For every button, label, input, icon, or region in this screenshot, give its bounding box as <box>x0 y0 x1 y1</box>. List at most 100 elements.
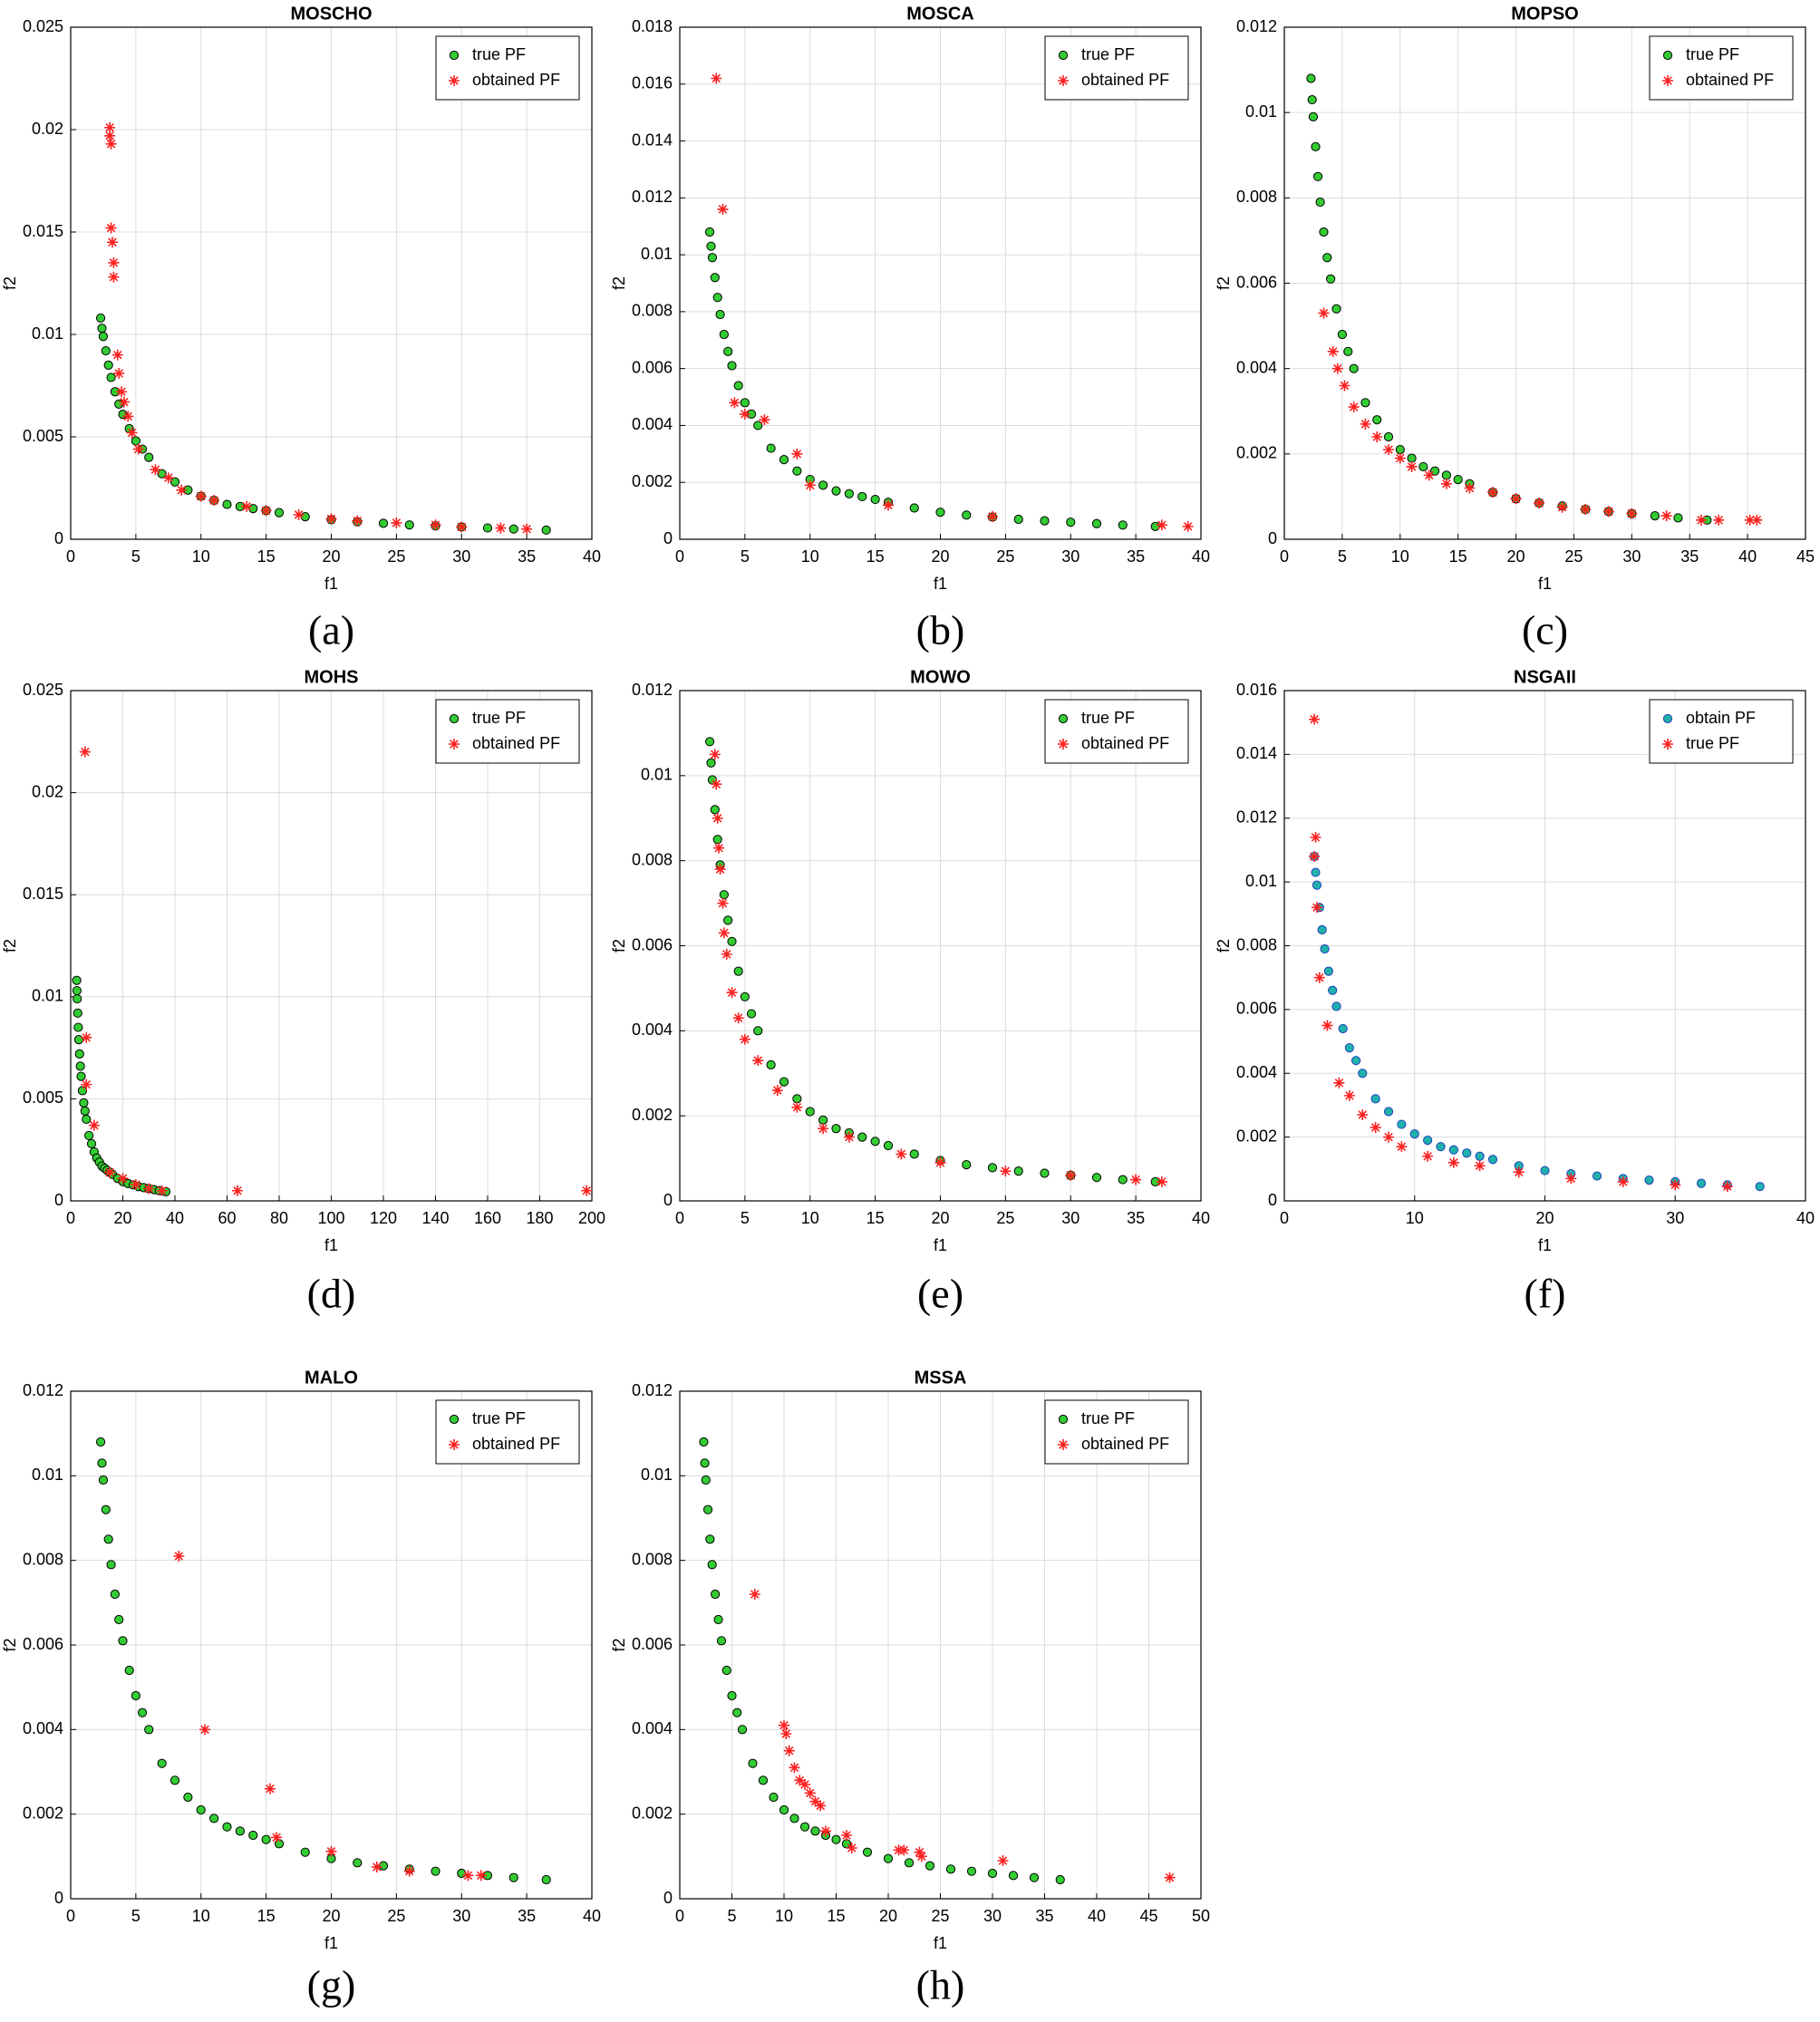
y-tick-label: 0.025 <box>23 17 63 35</box>
data-point <box>132 443 144 455</box>
subplot: 0 5 10 15 20 25 30 35 40 0 0.002 0.004 0.006 0.008 0.0… <box>610 667 1210 1316</box>
axes-box <box>70 1390 593 1900</box>
legend-marker <box>449 50 460 61</box>
x-tick-label: 10 <box>192 547 210 566</box>
x-tick-label: 30 <box>1061 547 1079 566</box>
y-tick-label: 0.016 <box>1236 681 1277 699</box>
x-tick-label: 30 <box>452 547 470 566</box>
data-point <box>1307 94 1317 105</box>
data-point <box>222 1822 232 1832</box>
data-point <box>73 993 82 1004</box>
data-point <box>1091 518 1102 528</box>
data-point <box>746 1009 757 1019</box>
x-tick-label: 15 <box>827 1907 845 1925</box>
data-point <box>103 360 113 370</box>
subplot: 0 5 10 15 20 25 30 35 40 0 0.002 0.004 0.006 0.008 0.0… <box>610 4 1210 653</box>
data-point <box>353 1858 363 1868</box>
data-point <box>114 1614 124 1625</box>
data-point <box>721 1665 731 1676</box>
data-point <box>274 508 285 518</box>
y-tick-label: 0.006 <box>1236 1000 1277 1018</box>
data-point <box>122 411 134 422</box>
legend-marker <box>1058 713 1069 724</box>
data-point <box>732 1012 744 1024</box>
data-point <box>169 477 180 487</box>
data-point <box>1617 1175 1629 1187</box>
data-point <box>74 1049 84 1059</box>
data-point <box>740 398 750 408</box>
x-tick-label: 35 <box>1127 1209 1145 1227</box>
y-tick-label: 0.008 <box>1236 188 1277 206</box>
subplot: 0 5 10 15 20 25 30 35 40 0 0.002 0.004 0.006 0.008 0.0… <box>1 1368 601 2007</box>
data-point <box>1370 1094 1380 1104</box>
data-point <box>1315 197 1325 208</box>
data-point <box>1156 1175 1167 1187</box>
x-tick-label: 20 <box>322 547 340 566</box>
data-point <box>966 1866 977 1876</box>
data-point <box>581 1185 593 1196</box>
data-point <box>726 987 738 999</box>
data-point <box>101 1504 111 1514</box>
data-point <box>352 515 363 527</box>
data-point <box>758 1775 769 1785</box>
data-point <box>883 499 894 511</box>
data-point <box>1556 501 1568 513</box>
y-axis-label: f2 <box>1215 276 1233 290</box>
data-point <box>818 1115 828 1125</box>
data-point <box>124 1665 134 1676</box>
axes-box <box>1283 26 1806 540</box>
data-point <box>818 1123 829 1135</box>
legend: true PF obtained PF <box>435 35 580 101</box>
data-point <box>717 203 729 215</box>
axes-box <box>679 1390 1202 1900</box>
y-tick-label: 0.015 <box>23 885 63 903</box>
data-point <box>1118 520 1128 530</box>
data-point <box>1394 452 1406 464</box>
x-tick-label: 60 <box>218 1209 236 1227</box>
data-point <box>157 1758 167 1768</box>
y-tick-label: 0.012 <box>23 1381 63 1399</box>
data-point <box>909 1149 919 1159</box>
data-point <box>1383 1131 1394 1143</box>
data-point <box>1311 902 1322 914</box>
y-tick-label: 0.01 <box>32 1466 63 1484</box>
y-tick-label: 0.02 <box>32 120 63 138</box>
data-point <box>1349 363 1359 373</box>
data-point <box>870 1137 880 1146</box>
y-tick-label: 0.012 <box>632 1381 673 1399</box>
data-point <box>1644 1175 1654 1185</box>
data-point <box>457 1868 467 1879</box>
data-point <box>73 1022 83 1032</box>
data-point <box>1744 514 1756 526</box>
x-tick-label: 40 <box>166 1209 184 1227</box>
panel-label: (h) <box>916 1962 965 2008</box>
data-point <box>709 749 721 760</box>
x-tick-label: 30 <box>983 1907 1002 1925</box>
data-point <box>700 1458 710 1468</box>
data-point <box>883 1140 894 1151</box>
legend-label: true PF <box>1081 45 1135 63</box>
data-point <box>73 1008 82 1018</box>
data-point <box>1150 521 1160 531</box>
legend-marker <box>1662 739 1673 750</box>
data-point <box>883 1853 894 1863</box>
data-point <box>430 519 441 531</box>
data-point <box>144 1725 154 1735</box>
data-point <box>1310 831 1321 843</box>
chart-title: MOWO <box>910 667 971 687</box>
data-point <box>714 864 726 876</box>
y-tick-label: 0.008 <box>1236 935 1277 953</box>
data-point <box>248 504 258 514</box>
data-point <box>76 1071 86 1081</box>
data-point <box>144 452 154 462</box>
data-point <box>934 1156 946 1168</box>
x-tick-label: 5 <box>741 547 750 566</box>
data-point <box>1357 1108 1369 1120</box>
subplot: 0 20 40 60 80 100 120 140 160 180 200 0 0.005 0.01 0.0… <box>1 667 605 1316</box>
y-tick-label: 0.006 <box>632 935 673 953</box>
data-point <box>727 1690 737 1701</box>
data-point <box>72 985 82 996</box>
data-point <box>113 367 125 379</box>
y-tick-label: 0.005 <box>23 1088 63 1107</box>
